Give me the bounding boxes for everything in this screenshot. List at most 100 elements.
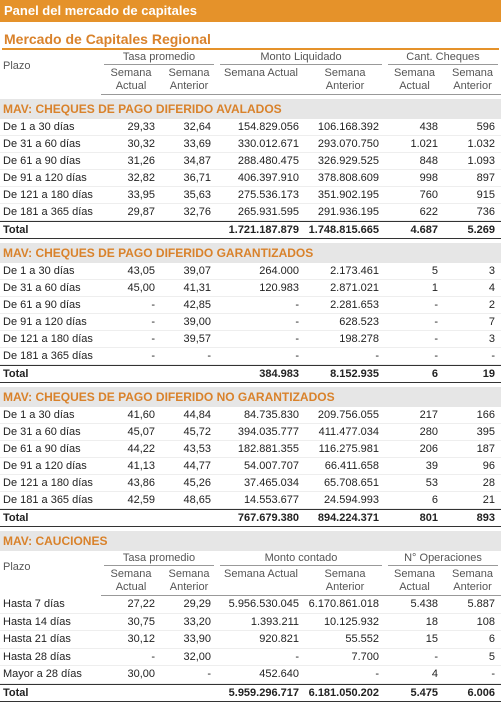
- cell: 3: [444, 331, 501, 348]
- cell: 628.523: [305, 314, 385, 331]
- cell: 53: [385, 475, 444, 492]
- cell: 33,69: [161, 136, 217, 153]
- cell: 2.871.021: [305, 280, 385, 297]
- cell: -: [444, 348, 501, 365]
- cell: -: [217, 331, 305, 348]
- cell: 35,63: [161, 187, 217, 204]
- cell: 120.983: [217, 280, 305, 297]
- cell: 7: [444, 314, 501, 331]
- cell: 34,87: [161, 153, 217, 170]
- cell: 5.956.530.045: [217, 596, 305, 614]
- row-label: De 91 a 120 días: [0, 314, 101, 331]
- total-label: Total: [0, 683, 101, 702]
- row-label: De 31 a 60 días: [0, 136, 101, 153]
- column-subheader: Semana Anterior: [444, 566, 501, 596]
- row-label: De 61 a 90 días: [0, 441, 101, 458]
- cell: 394.035.777: [217, 424, 305, 441]
- row-label: De 61 a 90 días: [0, 297, 101, 314]
- cell: 326.929.525: [305, 153, 385, 170]
- cell: 55.552: [305, 631, 385, 649]
- cell: 6.170.861.018: [305, 596, 385, 614]
- cell: -: [101, 348, 161, 365]
- cell: 5.438: [385, 596, 444, 614]
- row-label: De 31 a 60 días: [0, 424, 101, 441]
- cell: 280: [385, 424, 444, 441]
- column-subheader: Semana Anterior: [161, 65, 217, 95]
- total-cell: 5.475: [385, 683, 444, 702]
- row-label: De 61 a 90 días: [0, 153, 101, 170]
- cell: 622: [385, 204, 444, 221]
- column-subheader: Semana Anterior: [305, 566, 385, 596]
- cell: 32,64: [161, 119, 217, 136]
- cell: 4: [444, 280, 501, 297]
- cell: 27,22: [101, 596, 161, 614]
- cell: 378.808.609: [305, 170, 385, 187]
- cell: 48,65: [161, 492, 217, 509]
- row-label: De 121 a 180 días: [0, 475, 101, 492]
- row-label: De 1 a 30 días: [0, 407, 101, 424]
- total-cell: 6.181.050.202: [305, 683, 385, 702]
- cell: 920.821: [217, 631, 305, 649]
- cell: 44,22: [101, 441, 161, 458]
- cell: 42,59: [101, 492, 161, 509]
- cell: 411.477.034: [305, 424, 385, 441]
- cell: 1.032: [444, 136, 501, 153]
- cell: 351.902.195: [305, 187, 385, 204]
- cell: -: [101, 331, 161, 348]
- cell: 29,87: [101, 204, 161, 221]
- column-subheader: Semana Actual: [217, 566, 305, 596]
- row-label: De 121 a 180 días: [0, 331, 101, 348]
- cell: -: [161, 348, 217, 365]
- cell: 264.000: [217, 263, 305, 280]
- cell: 10.125.932: [305, 614, 385, 631]
- cell: -: [217, 314, 305, 331]
- cell: -: [101, 649, 161, 666]
- cell: 736: [444, 204, 501, 221]
- cell: 66.411.658: [305, 458, 385, 475]
- cell: 7.700: [305, 649, 385, 666]
- cell: 2.281.653: [305, 297, 385, 314]
- cell: 2.173.461: [305, 263, 385, 280]
- total-cell: 6.006: [444, 683, 501, 702]
- cell: 39,07: [161, 263, 217, 280]
- row-label: Hasta 21 días: [0, 631, 101, 649]
- total-cell: 767.679.380: [217, 509, 305, 527]
- cell: 42,85: [161, 297, 217, 314]
- cell: 45,00: [101, 280, 161, 297]
- cell: -: [305, 666, 385, 684]
- column-subheader: Semana Anterior: [305, 65, 385, 95]
- panel-title: Panel del mercado de capitales: [0, 0, 501, 22]
- cell: 41,13: [101, 458, 161, 475]
- row-label: Hasta 14 días: [0, 614, 101, 631]
- total-cell: 801: [385, 509, 444, 527]
- cell: 116.275.981: [305, 441, 385, 458]
- cell: 406.397.910: [217, 170, 305, 187]
- cell: 4: [385, 666, 444, 684]
- cell: -: [161, 666, 217, 684]
- cell: 44,77: [161, 458, 217, 475]
- total-blank: [161, 221, 217, 239]
- row-label: De 31 a 60 días: [0, 280, 101, 297]
- cell: -: [305, 348, 385, 365]
- cell: 897: [444, 170, 501, 187]
- section-title: MAV: CHEQUES DE PAGO DIFERIDO NO GARANTI…: [0, 387, 501, 407]
- cell: -: [385, 348, 444, 365]
- total-blank: [161, 683, 217, 702]
- cell: 6: [385, 492, 444, 509]
- cell: 438: [385, 119, 444, 136]
- cell: 1.021: [385, 136, 444, 153]
- cell: 30,12: [101, 631, 161, 649]
- cell: 44,84: [161, 407, 217, 424]
- row-label: De 1 a 30 días: [0, 263, 101, 280]
- cell: 41,31: [161, 280, 217, 297]
- cell: 288.480.475: [217, 153, 305, 170]
- total-blank: [101, 365, 161, 383]
- section-title: MAV: CHEQUES DE PAGO DIFERIDO AVALADOS: [0, 99, 501, 119]
- total-cell: 8.152.935: [305, 365, 385, 383]
- cell: 209.756.055: [305, 407, 385, 424]
- cell: 217: [385, 407, 444, 424]
- total-blank: [161, 365, 217, 383]
- total-cell: 893: [444, 509, 501, 527]
- cell: 14.553.677: [217, 492, 305, 509]
- row-label: De 181 a 365 días: [0, 492, 101, 509]
